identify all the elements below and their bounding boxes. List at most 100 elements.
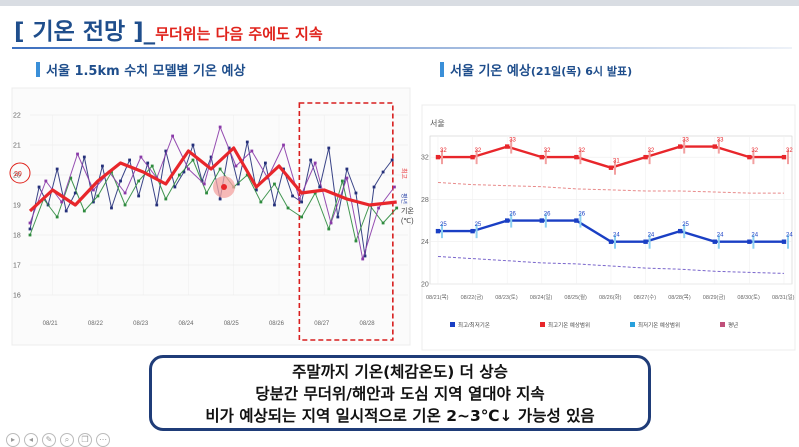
left-series-point — [361, 257, 365, 261]
left-series-point — [273, 203, 276, 207]
left-ylabel-unit: (℃) — [401, 218, 414, 225]
pointer-dot — [221, 184, 227, 190]
search-icon[interactable]: ⌕ — [60, 433, 74, 447]
left-legend-normal: 평년 — [400, 193, 408, 204]
left-series-point — [64, 209, 68, 213]
left-series-point — [390, 158, 394, 162]
left-series-point — [372, 185, 376, 189]
left-series-point — [363, 254, 367, 258]
right-value-label: 32 — [578, 148, 585, 154]
left-legend-max: 최고 — [400, 168, 408, 180]
left-series-point — [82, 209, 86, 213]
left-series-point — [313, 191, 317, 195]
left-series-point — [254, 188, 258, 192]
left-series-point — [187, 167, 190, 171]
right-x-tick-label: 08/29(금) — [703, 294, 726, 301]
right-value-label: 24 — [613, 233, 620, 239]
left-ylabel-text: 기온 — [401, 206, 414, 215]
summary-box: 주말까지 기온(체감온도) 더 상승 당분간 무더위/해안과 도심 지역 열대야… — [149, 355, 651, 431]
right-legend-label: 최고기온 예상범위 — [548, 321, 590, 329]
left-series-point — [28, 227, 32, 231]
circled-value-text: 20 — [14, 171, 22, 178]
left-series-point — [297, 197, 301, 201]
right-max-point — [539, 154, 544, 160]
prev-icon[interactable]: ◂ — [24, 433, 38, 447]
right-value-label: 33 — [509, 138, 516, 144]
left-series-point — [60, 200, 64, 204]
right-y-tick-label: 28 — [421, 197, 429, 204]
right-value-label: 32 — [544, 148, 551, 154]
left-series-point — [218, 167, 222, 171]
left-series-point — [146, 161, 150, 165]
right-corner-label: 서울 — [430, 119, 445, 128]
left-series-point — [318, 185, 322, 189]
left-x-tick-label: 08/28 — [360, 321, 376, 327]
left-series-point — [291, 194, 294, 198]
left-series-point — [264, 161, 267, 165]
left-series-point — [139, 155, 143, 159]
left-y-tick-label: 20 — [13, 173, 21, 180]
left-x-tick-label: 08/23 — [133, 321, 149, 327]
left-series-point — [286, 206, 290, 210]
pen-icon[interactable]: ✎ — [42, 433, 56, 447]
right-value-label: 32 — [440, 148, 447, 154]
left-x-tick-label: 08/25 — [224, 321, 240, 327]
left-series-point — [309, 158, 313, 162]
left-section-title: 서울 1.5km 수치 모델별 기온 예상 — [36, 60, 245, 79]
right-legend-swatch — [720, 322, 725, 327]
left-series-point — [354, 239, 358, 243]
slide-title: [ 기온 전망 ]_무더위는 다음 주에도 지속 — [14, 12, 323, 46]
left-series-mean-line — [28, 146, 397, 213]
left-series-point — [164, 149, 168, 153]
right-legend-swatch — [450, 322, 455, 327]
left-series-point — [137, 194, 141, 198]
left-series-point — [182, 170, 186, 174]
left-series-point — [28, 233, 32, 237]
right-x-tick-label: 08/21(목) — [426, 294, 449, 301]
section-bar-icon — [36, 62, 40, 77]
left-series-point — [128, 158, 131, 162]
right-value-label: 31 — [613, 159, 620, 165]
left-x-tick-label: 08/24 — [178, 321, 194, 327]
left-y-tick-label: 22 — [13, 113, 21, 120]
left-series-model-line — [29, 126, 395, 260]
right-legend-swatch — [540, 322, 545, 327]
right-section-title: 서울 기온 예상(21일(목) 6시 발표) — [440, 60, 632, 79]
play-icon[interactable]: ▸ — [6, 433, 20, 447]
left-series-point — [96, 194, 100, 198]
left-series-point — [55, 167, 59, 171]
right-normal-line — [437, 182, 784, 194]
right-x-tick-label: 08/27(수) — [634, 294, 657, 301]
right-max-point — [781, 154, 787, 160]
left-series-point — [259, 200, 263, 204]
right-value-label: 33 — [717, 138, 724, 144]
right-max-point — [747, 154, 752, 160]
left-series-point — [245, 173, 249, 177]
right-value-label: 24 — [751, 233, 758, 239]
left-series-point — [395, 206, 399, 210]
left-series-point — [327, 227, 331, 231]
right-x-tick-label: 08/25(월) — [564, 293, 587, 301]
left-x-tick-label: 08/26 — [269, 321, 285, 327]
copy-icon[interactable]: ❐ — [78, 433, 92, 447]
right-min-point — [678, 228, 683, 234]
slide-controls: ▸ ◂ ✎ ⌕ ❐ ⋯ — [6, 433, 110, 447]
left-series-point — [123, 191, 127, 195]
left-series-point — [191, 143, 195, 147]
menu-icon[interactable]: ⋯ — [96, 433, 110, 447]
summary-line-3: 비가 예상되는 지역 일시적으로 기온 2~3℃↓ 가능성 있음 — [205, 407, 595, 425]
left-series-point — [101, 164, 104, 168]
left-series-point — [250, 149, 254, 153]
right-x-tick-label: 08/30(토) — [737, 294, 760, 301]
right-value-label: 24 — [717, 233, 724, 239]
left-series-point — [329, 221, 333, 225]
left-x-tick-label: 08/27 — [314, 321, 330, 327]
left-series-point — [300, 215, 304, 219]
top-bar — [0, 0, 799, 6]
right-min-point — [435, 228, 441, 234]
right-max-point — [712, 144, 717, 149]
right-max-point — [574, 154, 579, 160]
left-series-point — [327, 146, 331, 150]
left-series-point — [110, 206, 113, 210]
right-value-label: 25 — [682, 222, 689, 228]
